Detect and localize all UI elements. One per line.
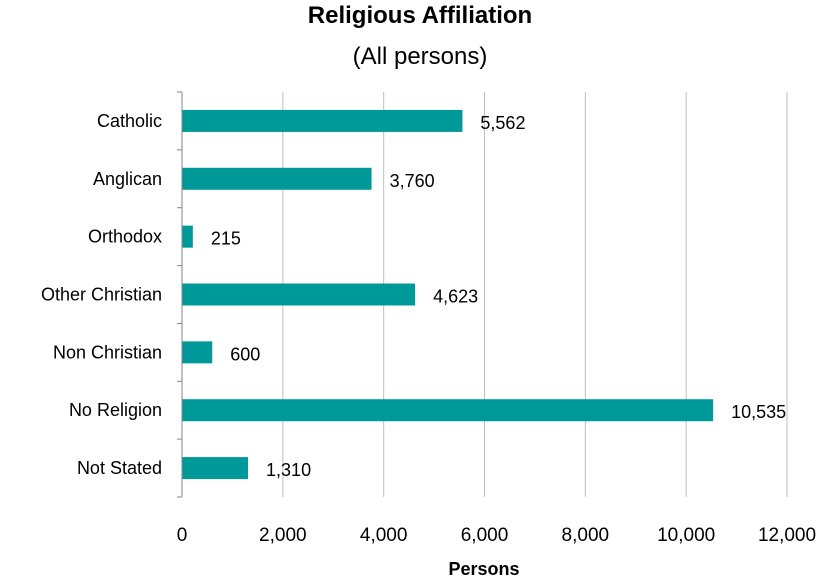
- x-tick-label: 12,000: [758, 525, 816, 546]
- value-label: 215: [211, 229, 241, 249]
- category-label: Not Stated: [77, 458, 162, 478]
- x-tick-label: 4,000: [360, 525, 408, 546]
- category-label: No Religion: [69, 400, 162, 420]
- bar: [182, 341, 213, 364]
- category-label: Orthodox: [88, 227, 162, 247]
- category-label: Other Christian: [41, 285, 162, 305]
- value-label: 3,760: [390, 171, 435, 191]
- category-label: Catholic: [97, 111, 162, 131]
- value-label: 10,535: [731, 402, 786, 422]
- chart-title: Religious Affiliation: [307, 2, 533, 29]
- bar: [182, 283, 416, 306]
- x-tick-label: 6,000: [461, 525, 509, 546]
- x-tick-labels: 0 2,000 4,000 6,000 8,000 10,000 12,000: [177, 525, 816, 546]
- axes: [177, 91, 183, 498]
- value-label: 4,623: [433, 287, 478, 307]
- bar: [182, 109, 463, 132]
- x-tick-label: 2,000: [259, 525, 307, 546]
- bar: [182, 225, 193, 248]
- value-label: 5,562: [480, 113, 525, 133]
- x-tick-label: 0: [177, 525, 188, 546]
- bar: [182, 399, 714, 422]
- category-label: Anglican: [93, 169, 162, 189]
- bar: [182, 457, 249, 480]
- value-labels: 5,562 3,760 215 4,623 600 10,535 1,310: [211, 113, 786, 480]
- value-label: 1,310: [266, 460, 311, 480]
- category-labels: Catholic Anglican Orthodox Other Christian N…: [41, 111, 162, 478]
- value-label: 600: [230, 344, 260, 364]
- bars: [182, 109, 714, 480]
- x-axis-label: Persons: [448, 559, 519, 579]
- x-tick-label: 8,000: [562, 525, 610, 546]
- category-label: Non Christian: [53, 342, 162, 362]
- x-tick-label: 10,000: [657, 525, 715, 546]
- bar: [182, 167, 372, 190]
- chart-subtitle: (All persons): [352, 43, 488, 70]
